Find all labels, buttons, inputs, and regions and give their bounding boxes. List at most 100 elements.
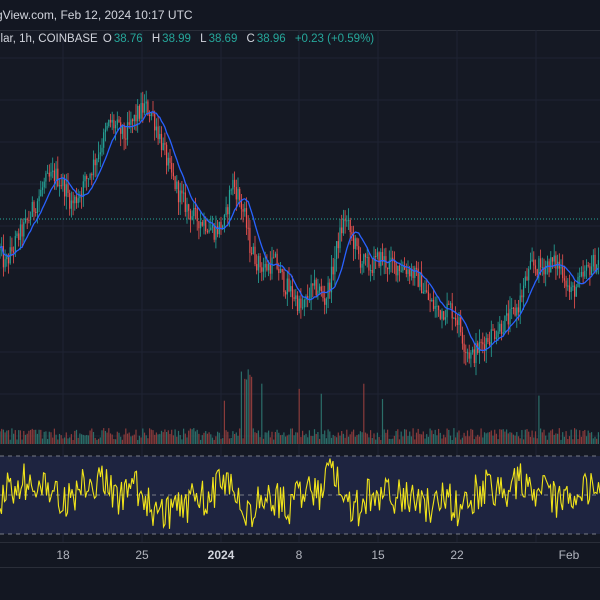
candle-body (118, 119, 120, 123)
volume-bar (482, 437, 484, 444)
volume-bar (230, 437, 232, 444)
volume-bar (220, 438, 222, 444)
candle-body (36, 201, 38, 213)
candle-body (140, 103, 142, 119)
volume-bar (308, 430, 310, 444)
candle-body (57, 168, 59, 187)
volume-bar (511, 432, 513, 444)
volume-bar (239, 428, 241, 444)
volume-bar (181, 439, 183, 444)
volume-bar (120, 436, 122, 444)
volume-bar (147, 438, 149, 444)
candle-body (465, 351, 467, 353)
volume-bar (385, 432, 387, 444)
volume-bar (446, 428, 448, 444)
candle-body (489, 341, 491, 345)
candle-body (196, 208, 198, 222)
volume-bar (126, 433, 129, 444)
candle-body (84, 176, 86, 182)
candle-body (390, 257, 392, 261)
candle-body (351, 232, 353, 235)
volume-bar (477, 434, 479, 444)
volume-bar (485, 433, 487, 444)
candle-body (89, 174, 91, 179)
volume-bar (562, 432, 564, 444)
high-label: H (151, 33, 161, 45)
volume-bar (550, 430, 552, 444)
candle-body (387, 267, 389, 270)
volume-bar (52, 437, 54, 444)
candle-body (103, 132, 105, 148)
candle-body (353, 234, 355, 249)
candle-body (169, 157, 171, 163)
volume-bar (293, 435, 295, 444)
volume-bar (329, 431, 331, 444)
volume-bar (387, 429, 389, 444)
candle-body (329, 282, 331, 293)
volume-bar (572, 439, 574, 444)
volume-bar (164, 429, 166, 444)
candle-body (256, 264, 258, 271)
candle-body (145, 101, 147, 104)
candle-body (116, 119, 118, 125)
candle-body (81, 194, 83, 197)
candle-body (96, 159, 98, 166)
candle-body (108, 119, 110, 127)
volume-bar (295, 432, 297, 444)
candle-body (517, 307, 520, 313)
candle-body (456, 320, 458, 325)
volume-bar (244, 378, 246, 444)
volume-bar (196, 429, 198, 444)
candle-body (101, 147, 103, 153)
volume-bar (264, 432, 266, 444)
candle-body (50, 171, 52, 177)
volume-bar (444, 437, 446, 444)
candle-body (274, 253, 276, 258)
volume-bar (305, 433, 307, 444)
candle-body (303, 299, 305, 308)
volume-bar (45, 431, 47, 444)
volume-bar (568, 436, 571, 444)
volume-bar (162, 432, 164, 444)
volume-bar (135, 429, 137, 444)
volume-bar (342, 433, 344, 444)
candle-body (407, 269, 409, 274)
candle-body (293, 297, 295, 299)
candle-body (137, 105, 139, 122)
volume-bar (529, 436, 531, 444)
volume-bar (206, 433, 208, 444)
candle-body (553, 255, 555, 262)
candle-body (480, 341, 482, 343)
candle-body (123, 124, 125, 139)
volume-bar (91, 428, 93, 444)
volume-bar (261, 383, 263, 444)
volume-bar (208, 432, 210, 444)
time-axis[interactable] (0, 542, 600, 568)
candle-body (512, 307, 514, 309)
volume-bar (358, 434, 360, 444)
volume-bar (347, 436, 350, 444)
candle-body (455, 317, 457, 321)
candle-body (160, 133, 163, 151)
candle-body (222, 225, 224, 230)
volume-bar (281, 434, 283, 444)
volume-bar (303, 435, 305, 444)
candle-body (69, 193, 71, 209)
volume-bar (143, 432, 146, 444)
volume-bar (341, 430, 343, 444)
candle-body (40, 189, 42, 197)
volume-bar (130, 436, 132, 444)
low-value: 38.69 (208, 33, 238, 45)
volume-bar (344, 437, 346, 444)
candle-body (313, 279, 316, 286)
volume-bar (189, 428, 191, 444)
candle-body (466, 352, 469, 354)
candle-body (449, 303, 452, 305)
volume-bar (414, 439, 416, 444)
volume-bar (18, 430, 20, 444)
volume-bar (33, 429, 35, 444)
volume-bar (103, 428, 105, 444)
volume-bar (89, 430, 91, 444)
candle-body (189, 210, 191, 220)
